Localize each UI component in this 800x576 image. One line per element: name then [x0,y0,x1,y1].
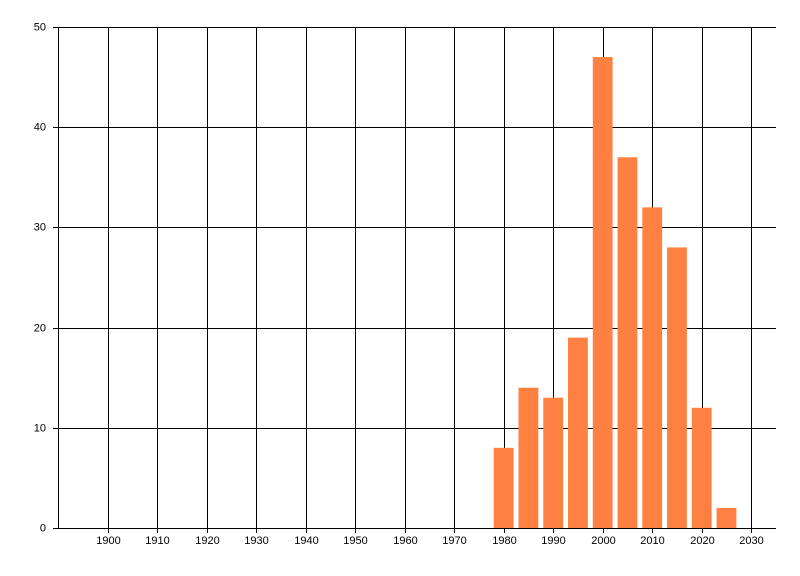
x-tick-label: 1900 [96,535,120,547]
bar [716,507,737,528]
bar [518,387,539,528]
x-tick-label: 1930 [244,535,268,547]
x-tick-label: 1980 [492,535,516,547]
bar [592,57,613,529]
bar [642,207,663,529]
bar [493,447,514,528]
y-tick-label: 0 [40,522,46,534]
y-tick-label: 10 [34,422,46,434]
bar [691,407,712,528]
bar [617,157,638,528]
x-tick-label: 2030 [739,535,763,547]
x-tick-label: 2000 [591,535,615,547]
bar [568,337,588,528]
bar [667,247,687,528]
x-tick-label: 1960 [393,535,417,547]
y-tick-label: 40 [34,121,46,133]
x-tick-label: 2020 [690,535,714,547]
bar [543,397,564,528]
x-tick-label: 1970 [442,535,466,547]
x-tick-label: 1920 [195,535,219,547]
x-tick-label: 1910 [145,535,169,547]
y-tick-label: 20 [34,322,46,334]
x-tick-label: 1940 [294,535,318,547]
x-tick-label: 1950 [343,535,367,547]
x-tick-label: 1990 [541,535,565,547]
y-tick-label: 30 [34,221,46,233]
x-tick-label: 2010 [640,535,664,547]
y-tick-label: 50 [34,21,46,33]
